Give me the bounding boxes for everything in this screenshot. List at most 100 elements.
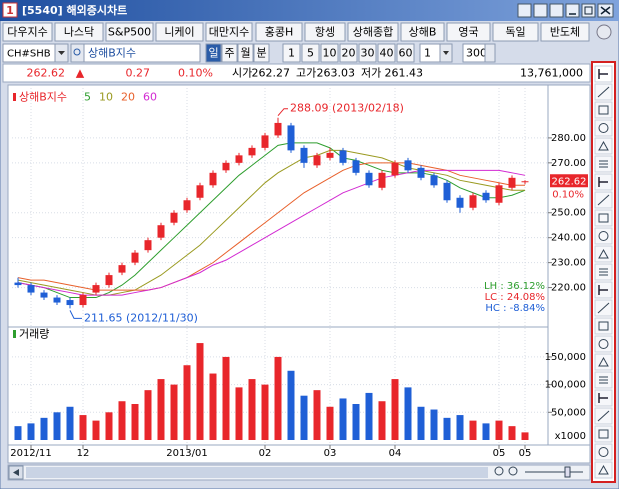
market-tab[interactable] xyxy=(155,22,204,42)
market-tab-label[interactable]: 항셍 xyxy=(315,26,335,39)
tool-button[interactable] xyxy=(594,245,613,263)
market-tab[interactable] xyxy=(446,22,491,42)
zoom-out[interactable] xyxy=(508,466,518,476)
window-buttons xyxy=(517,3,614,18)
period-button[interactable] xyxy=(237,43,254,63)
scroll-thumb[interactable] xyxy=(26,467,488,478)
interval-label[interactable]: 60 xyxy=(399,47,413,60)
interval-label[interactable]: 10 xyxy=(323,47,337,60)
interval-button[interactable] xyxy=(396,43,415,63)
market-tab-label[interactable]: 반도체 xyxy=(550,26,580,39)
quote-change: 0.27 xyxy=(126,67,151,80)
tool-button[interactable] xyxy=(594,335,613,353)
maximize-button[interactable] xyxy=(581,3,596,18)
tool-icon xyxy=(597,302,610,314)
tool-button[interactable] xyxy=(594,101,613,119)
market-tab-label[interactable]: 다우지수 xyxy=(7,26,47,39)
candle-body xyxy=(14,282,22,286)
volume-bar xyxy=(183,365,191,440)
candle-body xyxy=(469,195,477,208)
market-tab[interactable] xyxy=(255,22,303,42)
interval-label[interactable]: 1 xyxy=(288,47,295,60)
market-tab[interactable] xyxy=(2,22,53,42)
interval-label[interactable]: 5 xyxy=(307,47,314,60)
tool-button[interactable] xyxy=(594,461,613,479)
interval-button[interactable] xyxy=(320,43,339,63)
interval-button[interactable] xyxy=(339,43,358,63)
candle-body xyxy=(170,212,178,223)
market-tab-label[interactable]: 나스닥 xyxy=(64,26,94,39)
market-tab-label[interactable]: 영국 xyxy=(458,26,478,39)
market-tab-label[interactable]: 니케이 xyxy=(164,26,194,39)
market-tab-label[interactable]: 대만지수 xyxy=(209,26,249,39)
market-tab[interactable] xyxy=(400,22,445,42)
period-label[interactable]: 분 xyxy=(256,47,266,60)
tool-button[interactable] xyxy=(594,137,613,155)
zoom-controls xyxy=(494,466,583,478)
market-tab-label[interactable]: S&P500 xyxy=(108,26,151,39)
tool-button[interactable] xyxy=(594,227,613,245)
volume-bar xyxy=(417,406,425,440)
interval-button[interactable] xyxy=(301,43,320,63)
volume-bar xyxy=(352,404,360,440)
zoom-in[interactable] xyxy=(494,466,504,476)
market-tab-label[interactable]: 홍콩H xyxy=(265,25,294,39)
last-price-box xyxy=(550,174,588,188)
tool-button[interactable] xyxy=(594,443,613,461)
tool-button[interactable] xyxy=(594,425,613,443)
interval-button[interactable] xyxy=(377,43,396,63)
tool-button[interactable] xyxy=(594,119,613,137)
period-label[interactable]: 월 xyxy=(240,47,250,60)
market-tab[interactable] xyxy=(205,22,253,42)
tool-icon xyxy=(598,105,609,115)
settings-button[interactable] xyxy=(596,24,612,40)
candle-body xyxy=(313,155,321,166)
candle-body xyxy=(235,155,243,163)
tool-icon xyxy=(598,429,609,439)
market-tab[interactable] xyxy=(105,22,154,42)
count-spin[interactable] xyxy=(484,43,496,63)
market-tab[interactable] xyxy=(492,22,539,42)
tool-icon xyxy=(599,376,608,384)
link-button[interactable] xyxy=(533,3,548,18)
volume-bar xyxy=(248,379,256,440)
volume-bar xyxy=(482,423,490,440)
help-button[interactable] xyxy=(549,3,564,18)
legend-entry: 60 xyxy=(143,91,157,104)
market-tab[interactable] xyxy=(54,22,104,42)
tool-button[interactable] xyxy=(594,353,613,371)
volume-bar xyxy=(118,401,126,440)
market-tab-label[interactable]: 상해B xyxy=(409,25,437,39)
interval-label[interactable]: 30 xyxy=(361,47,375,60)
market-tab-label[interactable]: 독일 xyxy=(505,25,525,39)
period-button[interactable] xyxy=(221,43,238,63)
market-tab[interactable] xyxy=(347,22,399,42)
interval-button[interactable] xyxy=(282,43,301,63)
tool-icon xyxy=(598,464,609,475)
volume-bar xyxy=(456,415,464,440)
minimize-button[interactable] xyxy=(565,3,580,18)
search-icon xyxy=(73,48,81,56)
volume-bar xyxy=(404,387,412,440)
volume-bar xyxy=(261,384,269,440)
market-tab[interactable] xyxy=(540,22,590,42)
tool-button[interactable] xyxy=(594,209,613,227)
interval-button[interactable] xyxy=(358,43,377,63)
zoom-thumb[interactable] xyxy=(564,466,571,478)
dropdown-icon xyxy=(58,51,65,55)
tool-button[interactable] xyxy=(594,317,613,335)
pin-button[interactable] xyxy=(517,3,532,18)
market-tab[interactable] xyxy=(304,22,346,42)
market-tab-label[interactable]: 상해종합 xyxy=(353,25,393,39)
interval-label[interactable]: 20 xyxy=(342,47,356,60)
search-button[interactable] xyxy=(70,43,85,63)
interval-label[interactable]: 40 xyxy=(380,47,394,60)
period-label[interactable]: 일 xyxy=(208,46,218,60)
y-tick-label: 250.00 xyxy=(551,208,586,219)
period-button[interactable] xyxy=(205,43,222,63)
candle-body xyxy=(79,295,87,306)
period-label[interactable]: 주 xyxy=(224,47,234,60)
candle-body xyxy=(482,192,490,201)
period-button[interactable] xyxy=(253,43,270,63)
